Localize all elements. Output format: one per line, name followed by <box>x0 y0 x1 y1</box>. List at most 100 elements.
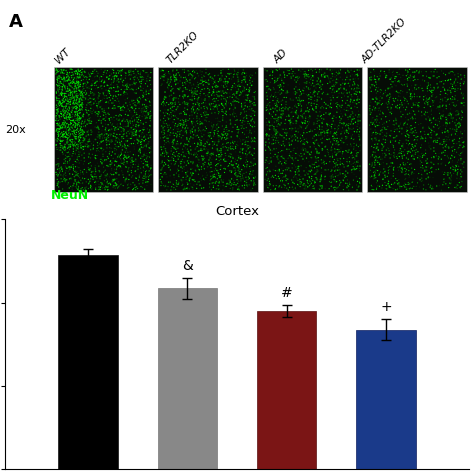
Point <box>108 165 115 173</box>
Point <box>74 141 82 148</box>
Point <box>77 185 85 192</box>
Point <box>422 157 430 164</box>
Point <box>97 173 104 180</box>
Point <box>383 126 391 133</box>
Point <box>208 186 215 193</box>
Point <box>271 89 278 97</box>
Point <box>370 164 378 171</box>
Point <box>410 93 418 100</box>
Point <box>410 137 418 144</box>
Point <box>264 82 272 90</box>
Point <box>307 181 314 189</box>
Point <box>96 185 103 193</box>
Point <box>131 125 138 133</box>
Point <box>349 109 356 117</box>
Point <box>302 108 310 115</box>
Point <box>196 90 203 97</box>
Point <box>319 72 327 80</box>
Point <box>92 173 100 181</box>
Point <box>306 112 314 120</box>
Point <box>193 112 201 120</box>
Point <box>353 158 361 166</box>
Point <box>94 159 101 167</box>
Point <box>272 75 279 82</box>
Point <box>208 122 216 130</box>
Point <box>67 80 74 87</box>
Point <box>249 115 256 123</box>
Point <box>412 85 420 93</box>
Point <box>74 74 82 82</box>
Point <box>62 157 69 165</box>
Point <box>356 133 363 140</box>
Point <box>54 128 62 136</box>
Point <box>165 80 173 87</box>
Point <box>171 161 179 168</box>
Point <box>228 101 235 109</box>
Point <box>346 89 353 96</box>
Point <box>118 160 126 167</box>
Point <box>218 178 226 186</box>
Point <box>390 97 398 104</box>
Point <box>225 65 232 73</box>
Point <box>298 105 305 113</box>
Point <box>297 162 305 169</box>
Point <box>450 94 458 101</box>
Point <box>204 163 211 171</box>
Point <box>242 141 250 149</box>
Point <box>276 106 283 114</box>
Point <box>402 133 410 140</box>
Point <box>61 133 69 140</box>
Point <box>402 72 410 80</box>
Point <box>371 82 378 90</box>
Point <box>267 150 274 157</box>
Point <box>133 109 140 117</box>
Point <box>410 77 417 84</box>
Point <box>383 182 390 189</box>
Point <box>183 136 191 144</box>
Point <box>170 75 177 82</box>
Point <box>220 125 228 133</box>
Point <box>209 83 216 91</box>
Point <box>438 112 446 119</box>
Point <box>139 85 147 92</box>
Point <box>174 165 182 173</box>
Point <box>76 97 83 105</box>
Point <box>121 91 128 98</box>
Point <box>392 153 400 160</box>
Point <box>264 177 271 184</box>
Point <box>393 155 401 162</box>
Point <box>456 120 464 128</box>
Point <box>238 146 246 154</box>
Point <box>201 95 209 103</box>
Point <box>192 149 200 157</box>
Point <box>118 157 125 165</box>
Point <box>312 155 320 163</box>
Point <box>447 112 455 120</box>
Point <box>339 148 346 155</box>
Point <box>57 140 64 147</box>
Point <box>69 104 77 112</box>
Point <box>164 79 171 87</box>
Point <box>283 184 291 192</box>
Point <box>303 107 311 115</box>
Point <box>109 66 116 73</box>
Point <box>290 186 297 193</box>
Point <box>265 160 273 167</box>
Point <box>100 146 108 153</box>
Point <box>392 133 400 140</box>
Point <box>338 124 346 132</box>
Point <box>114 67 122 74</box>
Point <box>172 120 179 128</box>
Point <box>182 78 190 85</box>
Point <box>234 156 241 164</box>
Point <box>410 73 417 81</box>
Point <box>221 157 228 165</box>
Point <box>333 185 340 192</box>
Point <box>180 163 188 171</box>
Point <box>342 111 349 119</box>
Point <box>307 138 314 146</box>
Point <box>304 118 311 126</box>
Point <box>72 172 79 180</box>
Point <box>243 114 250 122</box>
Point <box>217 173 224 181</box>
